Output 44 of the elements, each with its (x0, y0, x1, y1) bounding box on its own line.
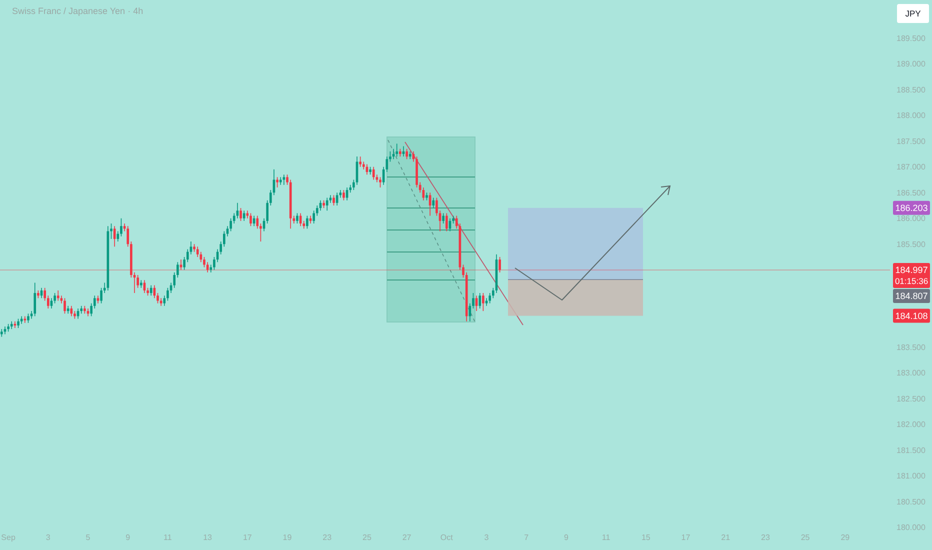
candlestick (176, 262, 179, 278)
candlestick (240, 208, 242, 222)
annotation: 184.108 (895, 310, 928, 321)
candlestick (446, 212, 448, 232)
candlestick (180, 259, 182, 270)
candlestick (396, 143, 398, 157)
candlestick (46, 295, 50, 309)
candlestick (34, 282, 36, 317)
candlestick (432, 197, 435, 208)
candlestick (482, 292, 484, 312)
candlestick (488, 292, 491, 304)
candlestick (372, 166, 375, 180)
candlestick (256, 215, 259, 230)
candlestick (332, 194, 335, 206)
candlestick (250, 212, 252, 226)
annotation: 186.203 (895, 203, 928, 214)
candlestick (150, 284, 152, 296)
candlestick (442, 212, 444, 224)
candlestick (236, 202, 239, 219)
candlestick (326, 197, 328, 212)
candlestick (27, 313, 30, 324)
candlestick (24, 316, 26, 324)
text: JPY (905, 8, 922, 18)
ref-line-label: 184.997 (895, 265, 928, 276)
candlestick (306, 215, 308, 230)
candlestick (64, 298, 66, 314)
candlestick (50, 298, 53, 309)
candlestick (276, 176, 278, 188)
text: Swiss Franc / Japanese Yen · 4h (12, 6, 144, 16)
text: 01:15:36 (894, 276, 928, 286)
candlestick (359, 156, 362, 168)
candlestick (342, 190, 345, 201)
candlestick (44, 287, 46, 302)
candlestick (242, 210, 246, 222)
candlestick (406, 148, 408, 160)
candlestick (498, 256, 501, 273)
candlestick (296, 212, 298, 224)
candlestick (17, 318, 20, 328)
text: 184.807 (895, 291, 928, 302)
candlestick (56, 290, 60, 302)
candlestick (70, 306, 73, 317)
candlestick (206, 262, 209, 273)
candlestick (478, 292, 482, 309)
candlestick (379, 176, 382, 188)
